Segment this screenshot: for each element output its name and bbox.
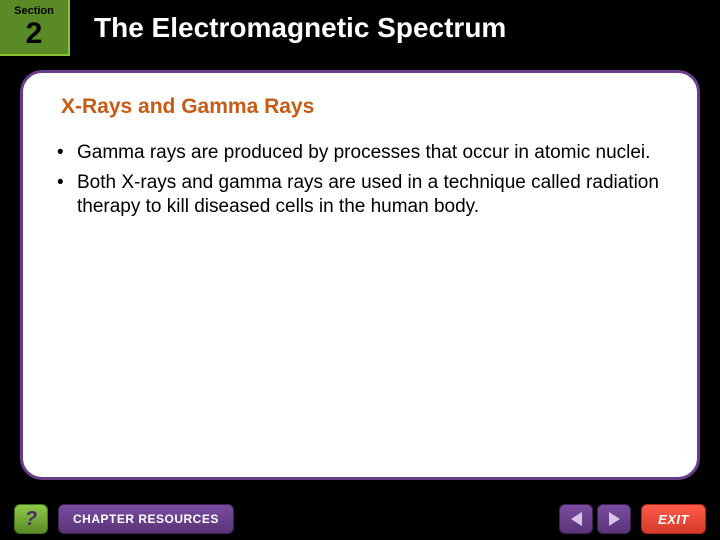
exit-button[interactable]: EXIT	[641, 504, 706, 534]
nav-group	[559, 504, 631, 534]
footer-bar: ? CHAPTER RESOURCES EXIT	[0, 498, 720, 540]
arrow-right-icon	[609, 512, 620, 526]
section-label: Section	[14, 5, 54, 17]
arrow-left-icon	[571, 512, 582, 526]
title-bar: The Electromagnetic Spectrum	[70, 0, 720, 56]
subtitle: X-Rays and Gamma Rays	[61, 95, 671, 119]
prev-button[interactable]	[559, 504, 593, 534]
next-button[interactable]	[597, 504, 631, 534]
bullet-list: Gamma rays are produced by processes tha…	[49, 141, 671, 218]
content-panel: X-Rays and Gamma Rays Gamma rays are pro…	[20, 70, 700, 480]
chapter-resources-label: CHAPTER RESOURCES	[73, 512, 219, 526]
section-number: 2	[26, 19, 43, 49]
chapter-resources-button[interactable]: CHAPTER RESOURCES	[58, 504, 234, 534]
bullet-item: Both X-rays and gamma rays are used in a…	[49, 171, 671, 219]
header-bar: Section 2 The Electromagnetic Spectrum	[0, 0, 720, 56]
section-badge: Section 2	[0, 0, 70, 56]
page-title: The Electromagnetic Spectrum	[94, 12, 506, 44]
bullet-item: Gamma rays are produced by processes tha…	[49, 141, 671, 165]
exit-label: EXIT	[658, 512, 689, 527]
help-icon: ?	[25, 508, 37, 531]
help-button[interactable]: ?	[14, 504, 48, 534]
